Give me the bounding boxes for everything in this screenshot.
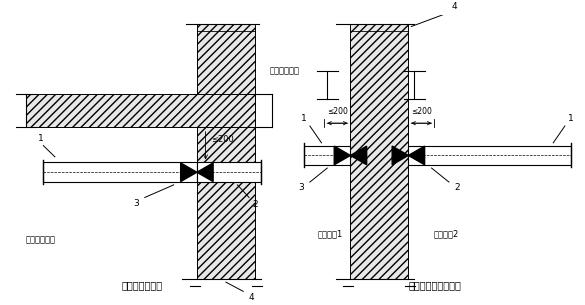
- Text: 防空地下室内: 防空地下室内: [26, 235, 56, 244]
- Polygon shape: [197, 163, 213, 181]
- Text: 管道从侧墙出入: 管道从侧墙出入: [121, 280, 163, 290]
- Text: 2: 2: [252, 200, 257, 209]
- Text: 管道从相邻单元引入: 管道从相邻单元引入: [408, 280, 461, 290]
- Bar: [304, 145, 350, 165]
- Bar: [350, 24, 408, 279]
- Text: 2: 2: [455, 184, 460, 192]
- Text: 4: 4: [249, 293, 254, 302]
- Polygon shape: [181, 163, 197, 181]
- Text: ≤200: ≤200: [411, 107, 432, 116]
- Bar: [197, 163, 261, 182]
- Text: ≤200: ≤200: [211, 135, 234, 144]
- Text: 1: 1: [301, 114, 307, 123]
- Text: 防空地下室外: 防空地下室外: [269, 67, 300, 76]
- Text: 1: 1: [37, 134, 43, 143]
- Polygon shape: [408, 146, 425, 165]
- Bar: [26, 94, 255, 127]
- Text: 4: 4: [452, 2, 457, 11]
- Text: 防护单元1: 防护单元1: [318, 229, 343, 239]
- Polygon shape: [350, 146, 367, 165]
- Polygon shape: [334, 146, 350, 165]
- Bar: [197, 24, 255, 279]
- Bar: [408, 145, 570, 165]
- Text: 3: 3: [298, 184, 304, 192]
- Text: 3: 3: [133, 199, 139, 208]
- Text: ≤200: ≤200: [327, 107, 348, 116]
- Bar: [43, 163, 197, 182]
- Text: 1: 1: [568, 114, 573, 123]
- Polygon shape: [392, 146, 408, 165]
- Text: 防护单元2: 防护单元2: [433, 229, 459, 239]
